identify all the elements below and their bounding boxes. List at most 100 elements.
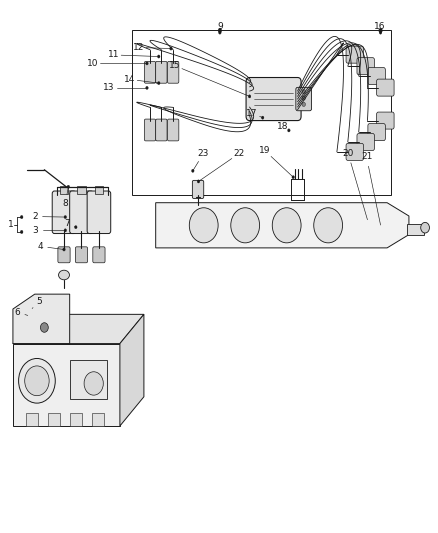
Bar — [26, 413, 38, 426]
Circle shape — [64, 229, 67, 232]
Text: 22: 22 — [233, 149, 244, 158]
Bar — [48, 413, 60, 426]
Text: 4: 4 — [37, 242, 43, 251]
Circle shape — [63, 248, 65, 251]
Text: 2: 2 — [32, 212, 38, 221]
FancyBboxPatch shape — [155, 61, 167, 83]
Circle shape — [366, 218, 369, 221]
Bar — [77, 185, 86, 193]
Polygon shape — [13, 314, 144, 344]
FancyBboxPatch shape — [357, 58, 374, 75]
FancyBboxPatch shape — [93, 247, 105, 263]
Circle shape — [170, 47, 172, 50]
Circle shape — [314, 208, 343, 243]
FancyBboxPatch shape — [357, 133, 374, 150]
Circle shape — [31, 307, 33, 310]
Circle shape — [379, 31, 382, 34]
Text: 11: 11 — [108, 51, 119, 59]
Circle shape — [261, 116, 264, 119]
Text: 14: 14 — [124, 75, 135, 84]
Circle shape — [302, 90, 305, 94]
FancyBboxPatch shape — [167, 61, 179, 83]
FancyBboxPatch shape — [145, 61, 155, 83]
Text: 23: 23 — [198, 149, 209, 158]
FancyBboxPatch shape — [167, 119, 179, 141]
FancyBboxPatch shape — [246, 77, 301, 120]
Circle shape — [302, 96, 305, 100]
Circle shape — [64, 215, 67, 219]
Text: 18: 18 — [277, 122, 289, 131]
FancyBboxPatch shape — [75, 247, 88, 263]
Polygon shape — [120, 314, 144, 426]
FancyBboxPatch shape — [87, 191, 111, 233]
Circle shape — [219, 31, 221, 34]
Text: 12: 12 — [133, 43, 144, 52]
Bar — [60, 185, 68, 193]
Polygon shape — [13, 344, 120, 426]
Circle shape — [20, 230, 23, 233]
Bar — [70, 413, 82, 426]
FancyBboxPatch shape — [145, 119, 155, 141]
FancyBboxPatch shape — [346, 143, 364, 160]
Text: 6: 6 — [14, 308, 20, 317]
Polygon shape — [155, 203, 409, 248]
Circle shape — [191, 169, 194, 172]
FancyBboxPatch shape — [70, 191, 93, 233]
Circle shape — [379, 28, 382, 33]
FancyBboxPatch shape — [192, 180, 204, 198]
Text: 8: 8 — [63, 199, 68, 208]
Circle shape — [40, 322, 48, 332]
Circle shape — [379, 223, 382, 227]
Circle shape — [292, 175, 294, 179]
Circle shape — [74, 225, 77, 229]
Circle shape — [288, 129, 290, 132]
Bar — [132, 30, 392, 195]
Text: 15: 15 — [169, 61, 180, 70]
Circle shape — [197, 180, 200, 183]
Circle shape — [218, 28, 222, 33]
FancyBboxPatch shape — [296, 87, 311, 111]
FancyBboxPatch shape — [377, 112, 394, 129]
Text: 13: 13 — [103, 83, 115, 92]
Circle shape — [25, 366, 49, 395]
Circle shape — [146, 86, 148, 90]
Text: 19: 19 — [259, 146, 271, 155]
Polygon shape — [13, 294, 70, 344]
Text: 10: 10 — [87, 59, 98, 68]
FancyBboxPatch shape — [368, 124, 385, 141]
Circle shape — [26, 314, 29, 317]
Circle shape — [231, 208, 260, 243]
Bar — [70, 360, 107, 399]
Circle shape — [421, 222, 429, 233]
Ellipse shape — [59, 270, 70, 280]
Circle shape — [157, 55, 160, 58]
Circle shape — [84, 372, 103, 395]
Circle shape — [302, 102, 305, 107]
Bar — [92, 413, 104, 426]
Text: 7: 7 — [64, 220, 70, 229]
Text: 9: 9 — [217, 22, 223, 31]
Bar — [95, 185, 103, 193]
FancyBboxPatch shape — [346, 46, 364, 63]
Text: 1: 1 — [8, 220, 14, 229]
Circle shape — [248, 95, 251, 98]
Circle shape — [67, 185, 70, 188]
Text: 17: 17 — [247, 109, 258, 118]
Text: 16: 16 — [374, 22, 385, 31]
Text: 3: 3 — [32, 226, 38, 235]
FancyBboxPatch shape — [52, 191, 76, 233]
FancyBboxPatch shape — [58, 247, 70, 263]
Circle shape — [18, 359, 55, 403]
Text: 20: 20 — [343, 149, 354, 158]
Circle shape — [272, 208, 301, 243]
Circle shape — [146, 62, 148, 65]
FancyBboxPatch shape — [368, 68, 385, 85]
Polygon shape — [407, 224, 424, 235]
Circle shape — [157, 82, 160, 85]
Text: 21: 21 — [361, 152, 372, 161]
Circle shape — [20, 215, 23, 219]
Text: 5: 5 — [36, 297, 42, 306]
Circle shape — [189, 208, 218, 243]
FancyBboxPatch shape — [377, 79, 394, 96]
FancyBboxPatch shape — [155, 119, 167, 141]
